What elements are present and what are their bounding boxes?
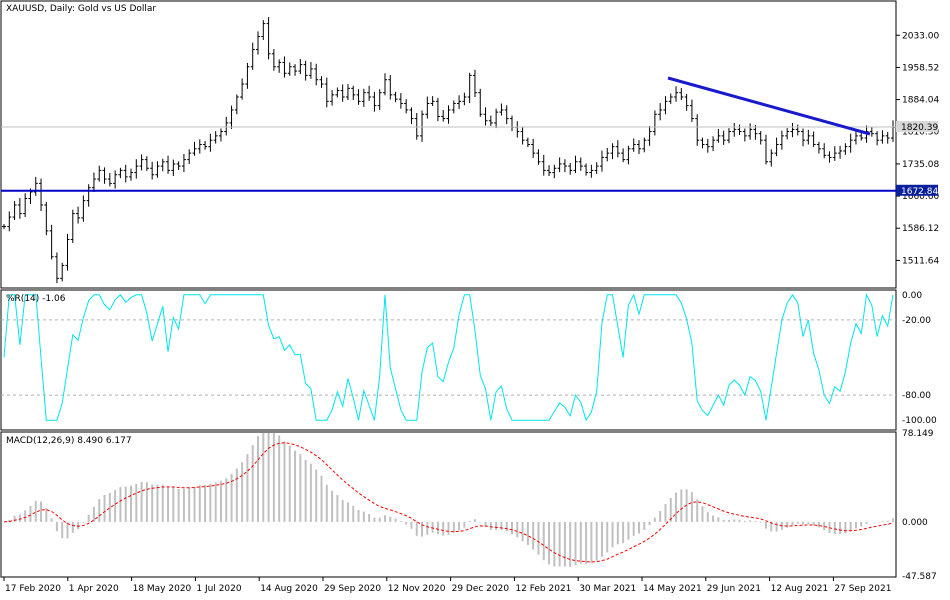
price-tick-label: 2033.00 — [902, 31, 939, 41]
current-price-label: 1820.39 — [901, 123, 938, 133]
williams-r-tick-label: -80.00 — [902, 391, 931, 401]
price-tick-label: 1958.52 — [902, 63, 939, 73]
williams-r-tick-label: -100.00 — [902, 416, 937, 426]
macd-histogram — [8, 433, 894, 567]
x-tick-label: 29 Jun 2021 — [707, 584, 761, 594]
price-panel: XAUUSD, Daily: Gold vs US Dollar 2033.00… — [0, 0, 939, 289]
price-tick-label: 1810.30 — [902, 127, 939, 137]
williams-r-tick-label: 0.00 — [902, 291, 922, 301]
macd-title: MACD(12,26,9) 8.490 6.177 — [6, 436, 132, 446]
macd-tick-label: -47.587 — [902, 572, 937, 582]
price-tick-label: 1735.08 — [902, 160, 939, 170]
macd-tick-label: 0.000 — [902, 518, 928, 528]
trend-line — [667, 76, 871, 136]
x-tick-label: 29 Sep 2020 — [324, 584, 381, 594]
x-tick-label: 27 Sep 2021 — [834, 584, 891, 594]
x-tick-label: 1 Apr 2020 — [69, 584, 119, 594]
support-level-box — [896, 184, 938, 196]
price-tick-label: 1511.64 — [902, 256, 939, 266]
price-chart-title: XAUUSD, Daily: Gold vs US Dollar — [6, 4, 156, 14]
price-tick-label: 1884.04 — [902, 96, 939, 106]
x-tick-label: 18 May 2020 — [133, 584, 192, 594]
macd-tick-label: 78.149 — [902, 429, 934, 439]
williams-r-panel: %R(14) -1.06 0.00 -20.00 -80.00 -100.00 — [0, 289, 937, 431]
x-tick-label: 12 Feb 2021 — [515, 584, 571, 594]
macd-frame — [0, 431, 897, 578]
x-tick-label: 12 Aug 2021 — [771, 584, 829, 594]
macd-axis: 78.149 0.000 -47.587 — [902, 429, 937, 582]
price-bars — [2, 17, 895, 284]
x-tick-label: 14 May 2021 — [643, 584, 702, 594]
price-tick-label: 1660.60 — [902, 192, 939, 202]
williams-r-title: %R(14) -1.06 — [6, 294, 66, 304]
x-tick-label: 17 Feb 2020 — [5, 584, 61, 594]
x-axis: 17 Feb 2020 1 Apr 2020 18 May 2020 1 Jul 20… — [3, 577, 891, 594]
williams-r-levels — [1, 319, 896, 396]
x-tick-label: 14 Aug 2020 — [260, 584, 318, 594]
x-tick-label: 29 Dec 2020 — [452, 584, 510, 594]
x-tick-label: 1 Jul 2020 — [196, 584, 241, 594]
macd-panel: MACD(12,26,9) 8.490 6.177 78.149 0.000 -47… — [0, 429, 937, 582]
support-level-label: 1672.84 — [901, 187, 938, 197]
macd-signal-line — [3, 442, 894, 563]
price-axis: 2033.00 1958.52 1884.04 1810.30 1735.08 1660.… — [896, 31, 939, 266]
price-panel-frame — [0, 0, 897, 289]
x-tick-label: 30 Mar 2021 — [579, 584, 636, 594]
price-tick-label: 1586.12 — [902, 224, 939, 234]
williams-r-line — [3, 293, 894, 422]
williams-r-frame — [0, 289, 897, 431]
williams-r-tick-label: -20.00 — [902, 316, 931, 326]
current-price-box — [896, 121, 938, 133]
williams-r-axis: 0.00 -20.00 -80.00 -100.00 — [902, 291, 937, 426]
x-tick-label: 12 Nov 2020 — [388, 584, 446, 594]
